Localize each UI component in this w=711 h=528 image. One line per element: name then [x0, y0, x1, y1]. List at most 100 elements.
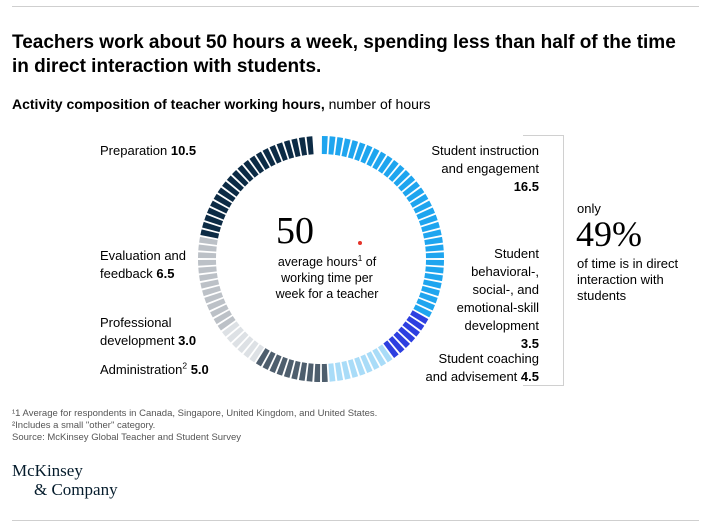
donut-segment-0-tick-24	[425, 252, 444, 259]
donut-segment-6-tick-17	[283, 140, 295, 159]
donut-segment-0-tick-12	[393, 170, 410, 187]
donut-segment-3-tick-4	[291, 360, 301, 380]
donut-segment-6-tick-19	[298, 137, 308, 156]
donut-segment-0-tick-10	[383, 160, 399, 178]
donut-segment-0-tick-19	[418, 214, 438, 226]
donut-segment-0-tick-25	[425, 259, 444, 266]
donut-segment-4-tick-5	[222, 321, 240, 337]
donut-segment-1-tick-6	[383, 340, 399, 358]
center-description: average hours1 of working time per week …	[275, 253, 379, 301]
donut-segment-0-tick-4	[347, 140, 359, 159]
label-student-instruction: Student instruction and engagement 16.5	[431, 143, 539, 194]
donut-segment-2-tick-6	[341, 360, 351, 380]
donut-segment-0-tick-23	[425, 244, 444, 252]
donut-segment-5-tick-4	[204, 292, 224, 304]
donut-segment-6-tick-14	[262, 148, 276, 167]
donut-segment-0-tick-32	[413, 304, 432, 318]
donut-segment-6-tick-18	[291, 138, 301, 158]
donut-segment-2-tick-7	[334, 362, 344, 381]
donut-segment-6-tick-11	[243, 160, 259, 178]
subtitle-unit: number of hours	[324, 96, 431, 112]
donut-segment-5-tick-9	[198, 259, 217, 266]
donut-segment-6-tick-12	[249, 155, 265, 174]
donut-segment-4-tick-3	[232, 331, 249, 348]
donut-segment-5-tick-12	[199, 236, 218, 246]
chart-subtitle: Activity composition of teacher working …	[12, 96, 431, 112]
donut-segment-5-tick-1	[213, 310, 232, 325]
donut-segment-0-tick-0	[321, 136, 328, 155]
donut-segment-2-tick-1	[372, 348, 387, 367]
donut-segment-1-tick-2	[402, 321, 420, 337]
donut-segment-1-tick-0	[410, 310, 429, 325]
donut-segment-2-tick-4	[354, 356, 366, 376]
donut-segment-0-tick-30	[418, 292, 438, 304]
donut-segment-6-tick-1	[202, 221, 221, 233]
donut-segment-0-tick-1	[328, 136, 336, 155]
donut-segment-2-tick-0	[377, 344, 393, 363]
label-evaluation: Evaluation and feedback 6.5	[100, 248, 187, 281]
share-value: 49%	[576, 214, 642, 254]
donut-segment-1-tick-5	[388, 336, 405, 354]
donut-segment-0-tick-26	[425, 266, 444, 274]
label-professional-development: Professional development 3.0	[100, 315, 197, 348]
donut-segment-6-tick-2	[204, 214, 224, 226]
donut-segment-6-tick-9	[232, 170, 249, 187]
donut-segment-6-tick-13	[255, 151, 270, 170]
donut-segment-0-tick-22	[424, 236, 443, 246]
share-description: of time is in direct interaction with st…	[577, 256, 679, 303]
donut-segment-6-tick-7	[222, 181, 240, 197]
label-administration: Administration2 5.0	[100, 360, 209, 377]
donut-segment-2-tick-2	[366, 351, 380, 370]
donut-segment-0-tick-27	[424, 272, 443, 282]
donut-segment-3-tick-6	[276, 356, 288, 376]
donut-segment-0-tick-16	[410, 193, 429, 208]
donut-segment-1-tick-4	[393, 331, 410, 348]
donut-segment-6-tick-6	[217, 187, 236, 203]
donut-segment-4-tick-4	[226, 326, 244, 343]
donut-segment-3-tick-8	[262, 351, 276, 370]
donut-segment-5-tick-0	[217, 315, 236, 331]
donut-segment-5-tick-2	[210, 304, 229, 318]
direct-interaction-bracket	[523, 135, 564, 386]
label-student-coaching: Student coaching and advisement 4.5	[425, 351, 539, 384]
donut-segment-5-tick-5	[202, 285, 221, 297]
donut-segment-6-tick-0	[200, 229, 220, 239]
donut-segment-5-tick-6	[200, 279, 220, 289]
donut-segment-4-tick-2	[237, 336, 254, 354]
donut-segment-2-tick-5	[347, 359, 359, 378]
donut-segment-3-tick-7	[269, 354, 282, 374]
donut-segment-4-tick-1	[243, 340, 259, 358]
donut-segment-0-tick-2	[334, 137, 344, 156]
donut-segment-0-tick-28	[422, 279, 442, 289]
donut-segment-0-tick-9	[377, 155, 393, 174]
mckinsey-logo: McKinsey & Company	[12, 461, 118, 499]
donut-segment-4-tick-0	[249, 344, 265, 363]
donut-segment-5-tick-3	[206, 298, 226, 311]
donut-segment-6-tick-3	[206, 207, 226, 220]
donut-segment-0-tick-15	[406, 187, 425, 203]
donut-segment-0-tick-29	[421, 285, 440, 297]
donut-segment-0-tick-6	[360, 144, 373, 164]
donut-segment-0-tick-5	[354, 142, 366, 162]
donut-segment-0-tick-8	[372, 151, 387, 170]
donut-segment-0-tick-11	[388, 164, 405, 182]
footnote-2: ²Includes a small "other" category.	[12, 420, 156, 431]
label-preparation: Preparation 10.5	[100, 143, 197, 158]
donut-segment-6-tick-5	[213, 193, 232, 208]
footnote-1: ¹1 Average for respondents in Canada, Si…	[12, 408, 378, 419]
donut-segment-2-tick-8	[328, 363, 336, 382]
donut-segment-3-tick-3	[298, 362, 308, 381]
donut-segment-6-tick-8	[226, 175, 244, 192]
donut-segment-1-tick-1	[406, 315, 425, 331]
donut-segment-0-tick-14	[402, 181, 420, 197]
donut-segment-6-tick-15	[269, 144, 282, 164]
footnotes: ¹1 Average for respondents in Canada, Si…	[12, 408, 377, 444]
red-dot-marker	[358, 241, 362, 245]
donut-segment-0-tick-20	[421, 221, 440, 233]
donut-segment-0-tick-3	[341, 138, 351, 158]
donut-segment-3-tick-1	[314, 363, 321, 382]
label-behavioral-development: Student behavioral-, social-, and emotional…	[456, 246, 539, 351]
donut-segment-2-tick-3	[360, 354, 373, 374]
share-prefix: only	[577, 201, 601, 216]
